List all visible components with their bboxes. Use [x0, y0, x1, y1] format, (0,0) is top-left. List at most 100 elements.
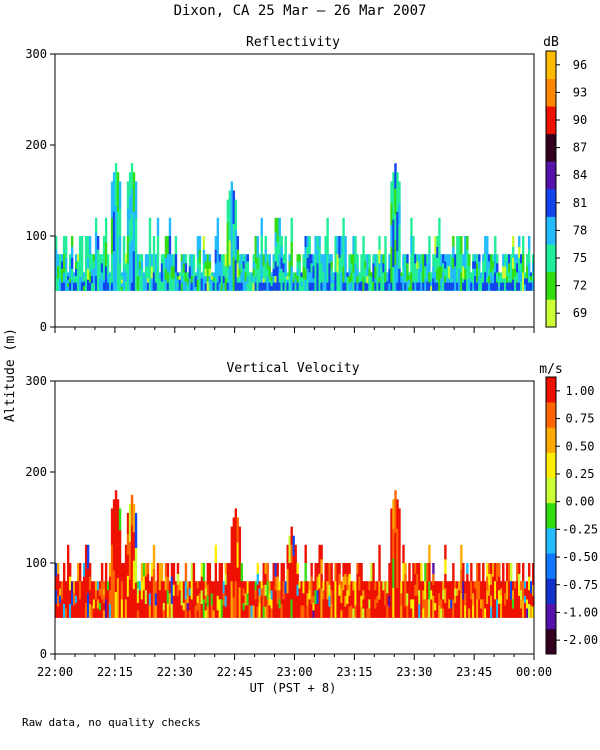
echo-cell: [258, 603, 261, 611]
echo-cell: [390, 268, 393, 291]
echo-cell: [532, 595, 535, 607]
echo-cell: [390, 544, 393, 582]
echo-cell: [242, 588, 246, 597]
echo-cell: [394, 575, 397, 618]
echo-cell: [526, 254, 529, 267]
echo-cell: [178, 599, 182, 609]
echo-cell: [412, 581, 415, 600]
echo-cell: [194, 276, 198, 280]
echo-cell: [146, 266, 150, 279]
echo-cell: [70, 279, 74, 291]
echo-cell: [482, 563, 485, 582]
echo-cell: [484, 236, 487, 255]
echo-cell: [308, 581, 311, 591]
echo-cell: [206, 606, 210, 618]
echo-cell: [256, 563, 259, 575]
echo-cell: [520, 272, 523, 282]
echo-cell: [362, 608, 365, 618]
echo-cell: [368, 581, 371, 591]
echo-cell: [64, 257, 68, 270]
echo-cell: [64, 268, 68, 280]
colorbar-swatch: [546, 161, 556, 190]
echo-cell: [336, 272, 339, 291]
echo-cell: [522, 254, 525, 273]
echo-cell: [474, 581, 477, 589]
echo-cell: [258, 581, 261, 589]
echo-cell: [492, 268, 495, 277]
x-tick-label: 22:45: [217, 665, 253, 679]
echo-cell: [450, 266, 453, 279]
echo-cell: [278, 254, 281, 273]
echo-cell: [108, 286, 112, 291]
echo-cell: [240, 272, 244, 282]
echo-cell: [510, 282, 513, 291]
echo-cell: [90, 581, 94, 594]
echo-cell: [460, 569, 463, 594]
echo-cell: [420, 281, 423, 291]
echo-cell: [178, 608, 182, 618]
echo-cell: [112, 546, 116, 571]
echo-cell: [356, 254, 359, 262]
echo-cell: [520, 281, 523, 291]
echo-cell: [344, 584, 347, 597]
echo-cell: [300, 281, 303, 287]
echo-cell: [460, 272, 463, 291]
echo-cell: [140, 599, 144, 618]
echo-cell: [342, 266, 345, 291]
echo-cell: [188, 603, 192, 611]
echo-cell: [428, 282, 431, 291]
echo-cell: [440, 599, 443, 609]
echo-cell: [432, 573, 435, 586]
echo-cell: [358, 563, 361, 577]
echo-cell: [464, 257, 467, 270]
y-tick-label: 200: [25, 138, 47, 152]
footnote: Raw data, no quality checks: [22, 716, 201, 729]
echo-cell: [216, 266, 220, 291]
echo-cell: [362, 236, 365, 250]
echo-cell: [110, 217, 114, 255]
echo-cell: [450, 599, 453, 609]
echo-cell: [100, 599, 104, 618]
echo-cell: [308, 599, 311, 609]
echo-cell: [82, 281, 86, 287]
echo-cell: [82, 576, 86, 591]
echo-cell: [356, 283, 359, 291]
echo-cell: [116, 251, 120, 291]
echo-cell: [232, 537, 236, 558]
echo-cell: [284, 276, 287, 291]
echo-cell: [420, 254, 423, 264]
echo-cell: [272, 282, 275, 291]
echo-cell: [506, 268, 509, 277]
echo-cell: [138, 276, 142, 284]
echo-cell: [270, 581, 273, 591]
echo-cell: [264, 236, 267, 250]
echo-cell: [404, 254, 407, 267]
echo-cell: [92, 581, 96, 591]
echo-cell: [196, 610, 200, 618]
echo-cell: [466, 263, 469, 278]
echo-cell: [338, 279, 341, 291]
echo-cell: [214, 263, 218, 278]
echo-cell: [346, 576, 349, 591]
echo-cell: [186, 284, 190, 291]
echo-cell: [254, 599, 257, 609]
echo-cell: [454, 610, 457, 618]
echo-cell: [174, 272, 178, 291]
echo-cell: [418, 563, 421, 577]
echo-cell: [426, 263, 429, 273]
echo-cell: [76, 261, 80, 270]
echo-cell: [386, 593, 389, 606]
echo-cell: [96, 608, 100, 618]
echo-cell: [366, 599, 369, 609]
echo-cell: [72, 593, 76, 606]
echo-cell: [98, 610, 102, 618]
echo-cell: [124, 263, 128, 273]
echo-cell: [202, 263, 206, 278]
echo-cell: [136, 595, 140, 604]
echo-cell: [372, 254, 375, 264]
echo-cell: [410, 272, 413, 291]
echo-cell: [186, 603, 190, 611]
echo-cell: [84, 236, 88, 255]
echo-cell: [186, 610, 190, 618]
echo-cell: [494, 599, 497, 618]
